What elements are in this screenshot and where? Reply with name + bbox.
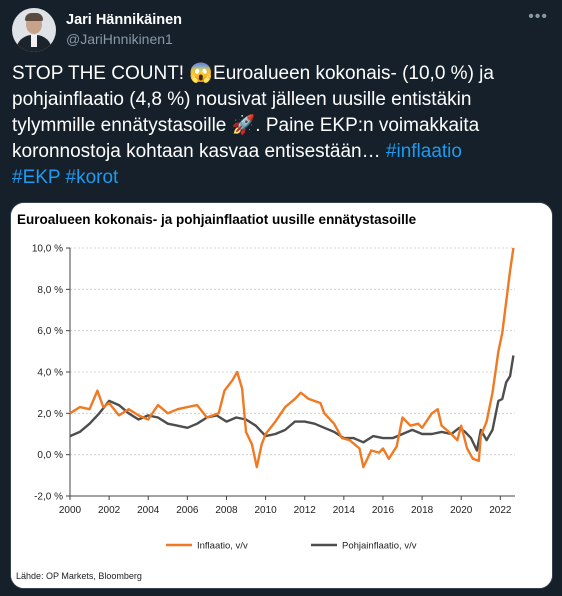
chart-background [11, 203, 552, 588]
x-tick-label: 2006 [176, 505, 199, 516]
legend-label: Inflaatio, v/v [197, 541, 248, 552]
x-tick-label: 2020 [450, 505, 473, 516]
x-tick-label: 2002 [98, 505, 121, 516]
series-line-inflaatio [69, 247, 515, 469]
x-tick-label: 2010 [254, 505, 277, 516]
avatar-hair [25, 13, 43, 21]
x-tick-label: 2004 [137, 505, 160, 516]
series-line-pohjainflaatio [69, 355, 515, 452]
chart-card[interactable]: Euroalueen kokonais- ja pohjainflaatiot … [10, 202, 553, 589]
hashtag-inflaatio[interactable]: #inflaatio [385, 141, 462, 162]
hashtag-korot[interactable]: #korot [65, 167, 119, 188]
x-tick-label: 2016 [372, 505, 395, 516]
y-tick-label: 10,0 % [32, 244, 63, 255]
y-tick-label: -2,0 % [34, 492, 63, 503]
x-tick-label: 2000 [59, 505, 82, 516]
avatar[interactable] [12, 8, 56, 52]
chart-source: Lähde: OP Markets, Bloomberg [16, 571, 142, 581]
y-tick-label: 8,0 % [37, 285, 63, 296]
hashtag-ekp[interactable]: #EKP [12, 167, 61, 188]
y-tick-label: 0,0 % [37, 450, 63, 461]
y-tick-label: 2,0 % [37, 409, 63, 420]
inflation-chart: Euroalueen kokonais- ja pohjainflaatiot … [11, 203, 552, 588]
author-name[interactable]: Jari Hännikäinen [66, 12, 183, 28]
x-tick-label: 2014 [333, 505, 356, 516]
x-tick-label: 2008 [215, 505, 238, 516]
more-icon[interactable]: ••• [528, 8, 548, 25]
legend-label: Pohjainflaatio, v/v [342, 541, 417, 552]
x-tick-label: 2022 [489, 505, 512, 516]
author-handle[interactable]: @JariHnnikinen1 [66, 31, 173, 47]
x-tick-label: 2012 [294, 505, 317, 516]
tweet-body: STOP THE COUNT! 😱Euroalueen kokonais- (1… [12, 63, 500, 162]
chart-title: Euroalueen kokonais- ja pohjainflaatiot … [17, 212, 417, 227]
x-tick-label: 2018 [411, 505, 434, 516]
y-tick-label: 6,0 % [37, 326, 63, 337]
avatar-shirt [31, 35, 37, 47]
y-tick-label: 4,0 % [37, 368, 63, 379]
tweet-text: STOP THE COUNT! 😱Euroalueen kokonais- (1… [12, 61, 552, 191]
